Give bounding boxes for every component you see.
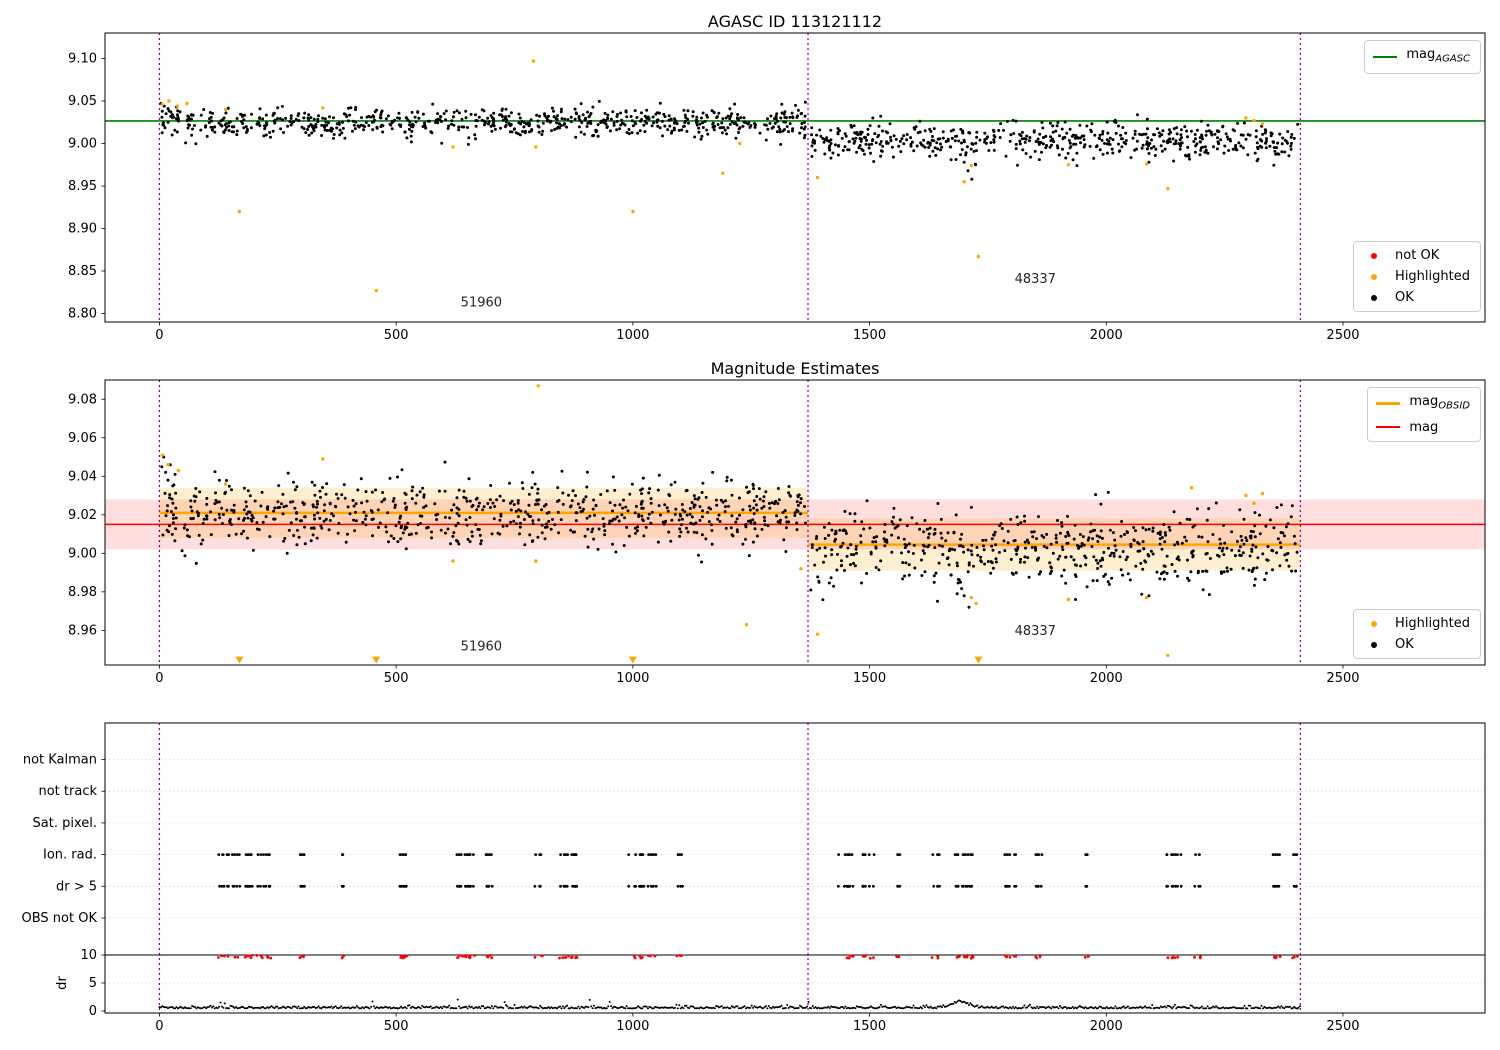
y-tick-label: 9.08: [68, 392, 97, 407]
legend-dot-marker-icon: [1362, 274, 1386, 280]
flag-row-label: Sat. pixel.: [33, 816, 97, 831]
axes-frame: [105, 33, 1485, 322]
dr-tick-label: 5: [89, 976, 97, 991]
x-tick-label: 1000: [616, 1019, 649, 1034]
legend-item-magobsid: magOBSID: [1376, 393, 1470, 415]
x-tick-label: 2500: [1326, 671, 1359, 686]
clipped-point-triangle-icon: [629, 657, 637, 664]
x-tick-label: 0: [155, 1019, 163, 1034]
y-tick-label: 8.98: [68, 585, 97, 600]
dr-trace: [158, 999, 1301, 1010]
flag-row-label: not track: [38, 784, 97, 799]
x-tick-label: 500: [384, 328, 409, 343]
y-tick-label: 8.96: [68, 623, 97, 638]
obsid-label: 48337: [1015, 624, 1056, 639]
legend-line-marker-icon: [1376, 402, 1400, 405]
legend-line-marker-icon: [1376, 426, 1400, 428]
y-tick-label: 9.10: [68, 52, 97, 67]
x-tick-label: 1500: [853, 328, 886, 343]
legend-dot-marker-icon: [1362, 295, 1386, 301]
obsid-label: 51960: [461, 296, 502, 311]
plot1-legend-top-right: magAGASC: [1364, 40, 1481, 74]
x-tick-label: 0: [155, 671, 163, 686]
plot2-legend-top-right: magOBSID mag: [1367, 387, 1481, 442]
dr-tick-label: 0: [89, 1004, 97, 1019]
plot1-highlighted-points: [161, 59, 1265, 292]
legend-label: Highlighted: [1395, 268, 1470, 285]
legend-label: magOBSID: [1409, 393, 1470, 415]
plot1-ok-points: [159, 100, 1299, 181]
y-tick-label: 9.02: [68, 508, 97, 523]
obsid-label: 48337: [1015, 272, 1056, 287]
flag-row-label: dr > 5: [56, 879, 97, 894]
legend-item-ok: OK: [1362, 636, 1470, 653]
x-tick-label: 1500: [853, 1019, 886, 1034]
legend-item-not-ok: not OK: [1362, 247, 1470, 264]
dr-axis-label: dr: [55, 976, 70, 990]
clipped-point-triangle-icon: [372, 657, 380, 664]
flag-points: [217, 853, 1298, 888]
obsid-label: 51960: [461, 640, 502, 655]
plot2: 51960 48337 0 500 1000 1500 2000 2500 8.96 8.98 9.…: [68, 380, 1485, 686]
plot3: 0 500 1000 1500 2000 2500 not Kalman not track S…: [22, 723, 1486, 1034]
x-tick-label: 500: [384, 671, 409, 686]
legend-item-mag: mag: [1376, 419, 1470, 436]
y-tick-label: 9.00: [68, 137, 97, 152]
legend-dot-marker-icon: [1362, 253, 1386, 259]
x-tick-label: 2500: [1326, 328, 1359, 343]
plot1: 51960 48337 0 500 1000 1500 2000 2500 8.80 8.85 8.…: [68, 33, 1485, 343]
dr-tick-label: 10: [80, 948, 97, 963]
legend-item-magagasc: magAGASC: [1373, 46, 1470, 68]
x-tick-label: 0: [155, 328, 163, 343]
axes-frame: [105, 723, 1485, 1013]
y-tick-label: 9.06: [68, 431, 97, 446]
figure: AGASC ID 113121112 Magnitude Estimates 5…: [0, 0, 1500, 1050]
legend-item-highlighted: Highlighted: [1362, 615, 1470, 632]
x-tick-label: 500: [384, 1019, 409, 1034]
clipped-point-triangle-icon: [974, 657, 982, 664]
flag-row-label: Ion. rad.: [43, 848, 97, 863]
x-tick-label: 2500: [1326, 1019, 1359, 1034]
y-tick-label: 8.80: [68, 307, 97, 322]
y-tick-label: 9.05: [68, 94, 97, 109]
legend-item-ok: OK: [1362, 289, 1470, 306]
y-tick-label: 8.90: [68, 222, 97, 237]
x-tick-label: 1500: [853, 671, 886, 686]
legend-label: mag: [1409, 419, 1438, 436]
legend-label: Highlighted: [1395, 615, 1470, 632]
y-tick-label: 9.00: [68, 546, 97, 561]
legend-dot-marker-icon: [1362, 621, 1386, 627]
x-tick-label: 1000: [616, 671, 649, 686]
y-tick-label: 8.95: [68, 179, 97, 194]
legend-dot-marker-icon: [1362, 642, 1386, 648]
plot1-legend-bottom-right: not OK Highlighted OK: [1353, 241, 1481, 312]
clipped-point-triangle-icon: [235, 657, 243, 664]
y-tick-label: 8.85: [68, 264, 97, 279]
legend-line-marker-icon: [1373, 56, 1397, 58]
x-tick-label: 1000: [616, 328, 649, 343]
charts-canvas: 5196048337050010001500200025008.808.858.…: [0, 0, 1500, 1050]
x-tick-label: 2000: [1090, 671, 1123, 686]
legend-label: not OK: [1395, 247, 1439, 264]
x-tick-label: 2000: [1090, 328, 1123, 343]
flag-row-label: OBS not OK: [22, 911, 98, 926]
x-tick-label: 2000: [1090, 1019, 1123, 1034]
legend-label: OK: [1395, 636, 1414, 653]
legend-label: OK: [1395, 289, 1414, 306]
legend-item-highlighted: Highlighted: [1362, 268, 1470, 285]
y-tick-label: 9.04: [68, 469, 97, 484]
plot2-legend-bottom-right: Highlighted OK: [1353, 609, 1481, 659]
legend-label: magAGASC: [1406, 46, 1470, 68]
flag-row-label: not Kalman: [23, 753, 97, 768]
